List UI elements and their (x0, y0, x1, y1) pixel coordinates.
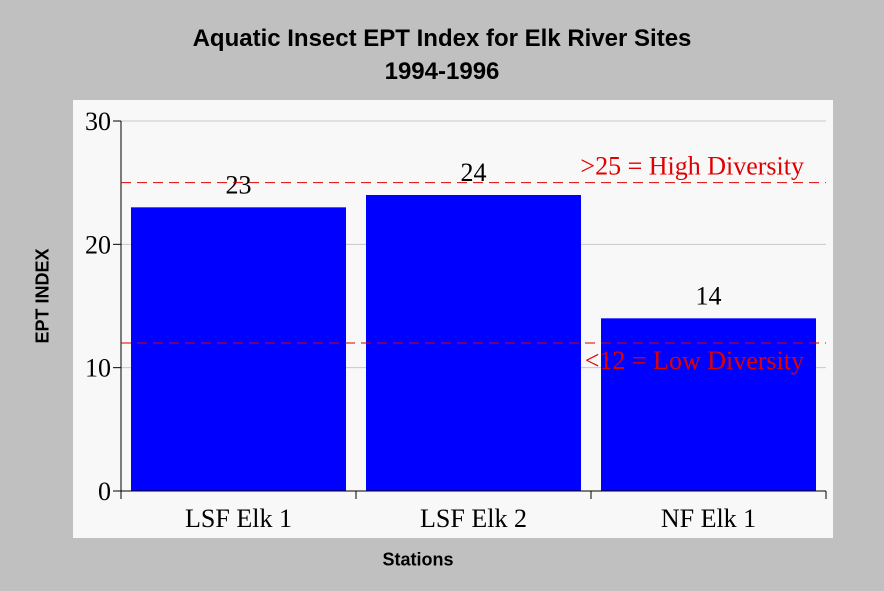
y-tick-label: 20 (85, 230, 111, 259)
y-tick-label: 10 (85, 354, 111, 383)
data-label: 23 (226, 170, 252, 199)
x-tick-label: LSF Elk 1 (185, 504, 292, 533)
y-tick-label: 30 (85, 107, 111, 136)
bar (131, 207, 346, 492)
y-tick-label: 0 (98, 477, 111, 506)
x-axis-label: Stations (382, 549, 454, 570)
chart-subtitle: 1994-1996 (384, 58, 500, 85)
reference-label: >25 = High Diversity (580, 152, 804, 181)
x-tick-label: LSF Elk 2 (420, 504, 527, 533)
x-tick-label: NF Elk 1 (661, 504, 756, 533)
reference-label: <12 = Low Diversity (585, 346, 804, 375)
bar (601, 318, 816, 491)
data-label: 14 (696, 281, 722, 310)
chart-title: Aquatic Insect EPT Index for Elk River S… (192, 25, 692, 52)
